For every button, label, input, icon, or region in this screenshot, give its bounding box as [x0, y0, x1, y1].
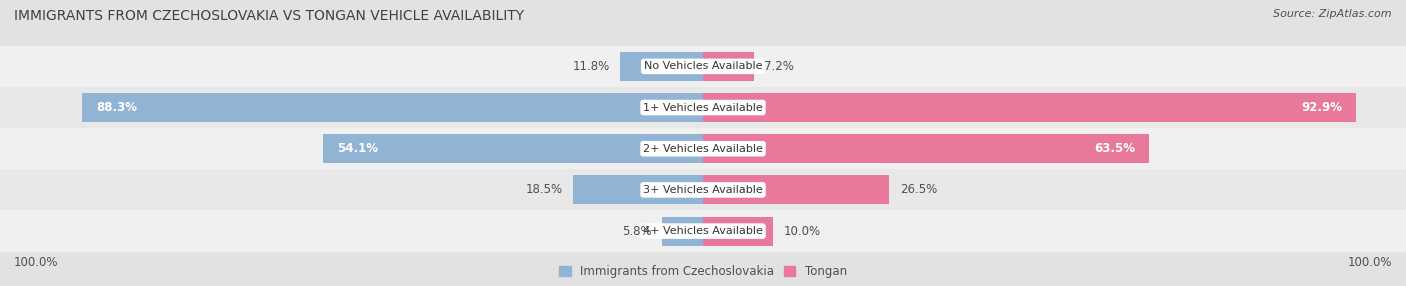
- Bar: [703, 93, 1355, 122]
- Text: 10.0%: 10.0%: [785, 225, 821, 238]
- Text: 7.2%: 7.2%: [765, 60, 794, 73]
- Bar: [0, 46, 1406, 87]
- Bar: [703, 217, 773, 245]
- Text: 54.1%: 54.1%: [337, 142, 378, 155]
- Text: No Vehicles Available: No Vehicles Available: [644, 61, 762, 71]
- Bar: [574, 176, 703, 204]
- Bar: [620, 52, 703, 81]
- Text: 18.5%: 18.5%: [526, 183, 562, 196]
- Text: 1+ Vehicles Available: 1+ Vehicles Available: [643, 103, 763, 112]
- Text: 2+ Vehicles Available: 2+ Vehicles Available: [643, 144, 763, 154]
- Legend: Immigrants from Czechoslovakia, Tongan: Immigrants from Czechoslovakia, Tongan: [557, 262, 849, 280]
- Bar: [0, 210, 1406, 252]
- Text: 88.3%: 88.3%: [97, 101, 138, 114]
- Text: 100.0%: 100.0%: [14, 256, 59, 269]
- Text: 63.5%: 63.5%: [1094, 142, 1136, 155]
- Text: IMMIGRANTS FROM CZECHOSLOVAKIA VS TONGAN VEHICLE AVAILABILITY: IMMIGRANTS FROM CZECHOSLOVAKIA VS TONGAN…: [14, 9, 524, 23]
- Bar: [0, 87, 1406, 128]
- Text: Source: ZipAtlas.com: Source: ZipAtlas.com: [1274, 9, 1392, 19]
- Bar: [0, 128, 1406, 169]
- Text: 92.9%: 92.9%: [1301, 101, 1343, 114]
- Text: 4+ Vehicles Available: 4+ Vehicles Available: [643, 226, 763, 236]
- Bar: [322, 134, 703, 163]
- Bar: [703, 134, 1150, 163]
- Bar: [0, 169, 1406, 210]
- Text: 11.8%: 11.8%: [572, 60, 610, 73]
- Text: 5.8%: 5.8%: [621, 225, 652, 238]
- Bar: [82, 93, 703, 122]
- Text: 3+ Vehicles Available: 3+ Vehicles Available: [643, 185, 763, 195]
- Bar: [703, 52, 754, 81]
- Bar: [662, 217, 703, 245]
- Text: 100.0%: 100.0%: [1347, 256, 1392, 269]
- Bar: [703, 176, 890, 204]
- Text: 26.5%: 26.5%: [900, 183, 936, 196]
